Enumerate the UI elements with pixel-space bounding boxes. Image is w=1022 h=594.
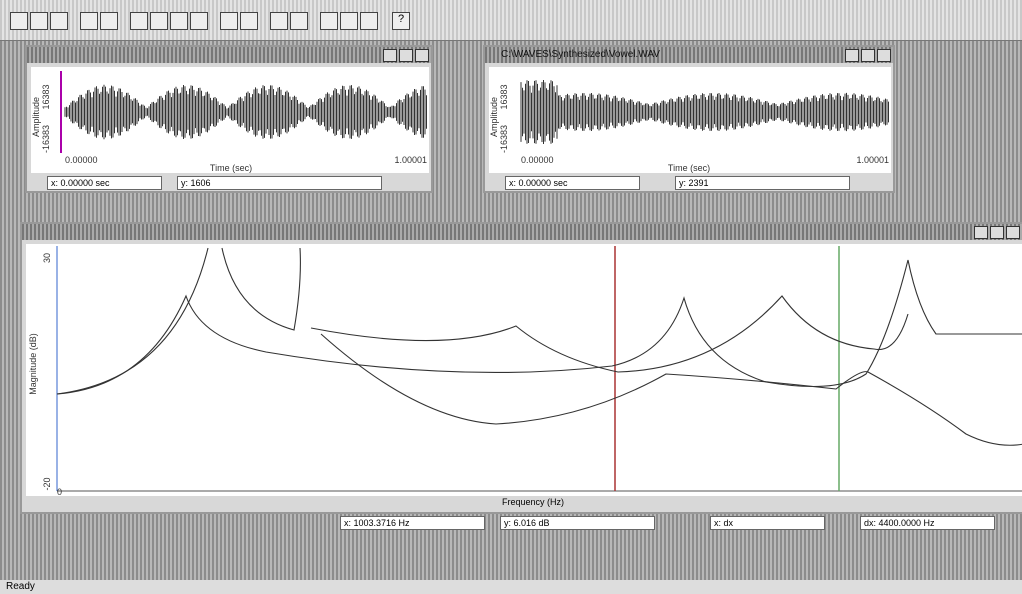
waveform-window: C:\WAVES\Synthesized\Vowel.WAV Amplitude… (483, 45, 895, 193)
tool-button[interactable] (240, 12, 258, 30)
tool-button[interactable] (190, 12, 208, 30)
spectrum-curve (56, 259, 1022, 395)
maximize[interactable] (861, 49, 875, 62)
status-y: y: 1606 (177, 176, 382, 190)
status-x: x: 0.00000 sec (505, 176, 640, 190)
spectrum-window: Magnitude (dB) 30 -20 0 Frequency (Hz) (20, 222, 1022, 514)
maximize[interactable] (990, 226, 1004, 239)
close[interactable] (415, 49, 429, 62)
close[interactable] (877, 49, 891, 62)
tool-button[interactable] (220, 12, 238, 30)
window-title (27, 47, 431, 63)
x-min: 0.00000 (521, 155, 554, 165)
tool-button[interactable] (130, 12, 148, 30)
status-x: x: 1003.3716 Hz (340, 516, 485, 530)
waveform-trace (64, 84, 427, 140)
x-label: Time (sec) (210, 163, 252, 173)
window-title (22, 224, 1022, 240)
waveform-plot: Amplitude 16383 -16383 0.00000 1.00001 T… (31, 67, 429, 173)
tool-button[interactable] (340, 12, 358, 30)
status-x: x: 0.00000 sec (47, 176, 162, 190)
spectrum-curve (320, 333, 1022, 446)
minimize[interactable] (974, 226, 988, 239)
status-y: y: 6.016 dB (500, 516, 655, 530)
tool-button[interactable] (360, 12, 378, 30)
x-min: 0 (57, 487, 62, 496)
window-buttons (974, 226, 1020, 239)
y-max: 16383 (41, 84, 51, 109)
status-fx: dx: 4400.0000 Hz (860, 516, 995, 530)
new-button[interactable] (10, 12, 28, 30)
waveform-window: Amplitude 16383 -16383 0.00000 1.00001 T… (25, 45, 433, 193)
y-max: 16383 (499, 84, 509, 109)
y-min: -16383 (499, 125, 509, 153)
x-min: 0.00000 (65, 155, 98, 165)
y-min: -20 (42, 477, 52, 490)
y-label: Magnitude (dB) (28, 333, 38, 395)
tool-button[interactable] (320, 12, 338, 30)
x-label: Time (sec) (668, 163, 710, 173)
waveform-trace (520, 80, 889, 144)
spectrum-plot: Magnitude (dB) 30 -20 0 (26, 244, 1022, 496)
window-buttons (845, 49, 891, 62)
window-title: C:\WAVES\Synthesized\Vowel.WAV (485, 47, 893, 63)
minimize[interactable] (845, 49, 859, 62)
y-label: Amplitude (31, 97, 41, 137)
x-max: 1.00001 (856, 155, 889, 165)
y-label: Amplitude (489, 97, 499, 137)
minimize[interactable] (383, 49, 397, 62)
status-y: y: 2391 (675, 176, 850, 190)
spectrum-curve (56, 247, 909, 395)
tool-button[interactable] (270, 12, 288, 30)
tool-button[interactable] (150, 12, 168, 30)
close[interactable] (1006, 226, 1020, 239)
open-button[interactable] (30, 12, 48, 30)
x-max: 1.00001 (394, 155, 427, 165)
status-bar: Ready (0, 580, 1022, 594)
tool-button[interactable] (290, 12, 308, 30)
y-min: -16383 (41, 125, 51, 153)
tool-button[interactable] (170, 12, 188, 30)
status-dx: x: dx (710, 516, 825, 530)
window-buttons (383, 49, 429, 62)
forward-button[interactable] (100, 12, 118, 30)
waveform (520, 80, 889, 144)
maximize[interactable] (399, 49, 413, 62)
help-button[interactable]: ? (392, 12, 410, 30)
y-max: 30 (42, 253, 52, 263)
waveform-plot: Amplitude 16383 -16383 0.00000 1.00001 T… (489, 67, 891, 173)
save-button[interactable] (50, 12, 68, 30)
waveform (64, 84, 427, 140)
x-label: Frequency (Hz) (502, 497, 565, 507)
toolbar: ? (0, 0, 1022, 41)
back-button[interactable] (80, 12, 98, 30)
